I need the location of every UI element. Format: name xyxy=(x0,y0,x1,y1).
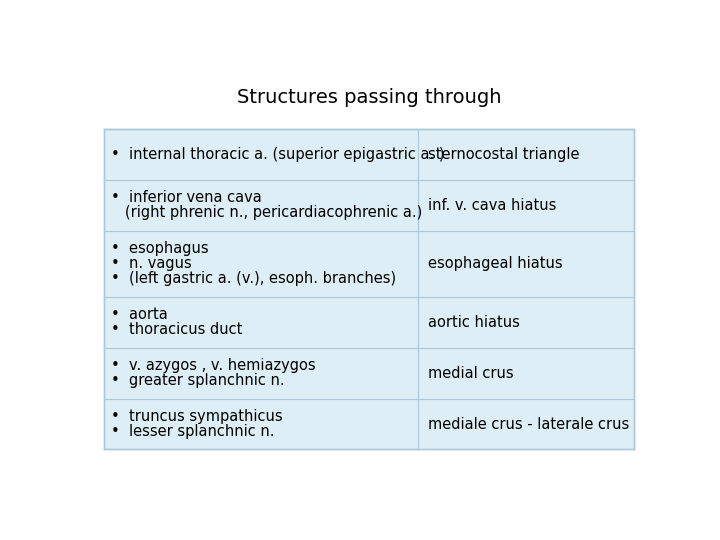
Text: medial crus: medial crus xyxy=(428,366,514,381)
Text: •  aorta: • aorta xyxy=(111,307,167,322)
Text: •  internal thoracic a. (superior epigastric a. ): • internal thoracic a. (superior epigast… xyxy=(111,147,444,162)
Text: •  (left gastric a. (v.), esoph. branches): • (left gastric a. (v.), esoph. branches… xyxy=(111,272,396,286)
Text: •  thoracicus duct: • thoracicus duct xyxy=(111,322,242,338)
Text: sternocostal triangle: sternocostal triangle xyxy=(428,147,580,162)
Text: Structures passing through: Structures passing through xyxy=(237,87,501,107)
Text: inf. v. cava hiatus: inf. v. cava hiatus xyxy=(428,198,557,213)
Text: •  esophagus: • esophagus xyxy=(111,241,208,256)
Text: •  truncus sympathicus: • truncus sympathicus xyxy=(111,409,282,424)
Text: •  lesser splanchnic n.: • lesser splanchnic n. xyxy=(111,424,274,439)
Text: esophageal hiatus: esophageal hiatus xyxy=(428,256,563,272)
Text: •  v. azygos , v. hemiazygos: • v. azygos , v. hemiazygos xyxy=(111,358,315,373)
Text: •  n. vagus: • n. vagus xyxy=(111,256,192,272)
Text: mediale crus - laterale crus: mediale crus - laterale crus xyxy=(428,416,629,431)
Text: aortic hiatus: aortic hiatus xyxy=(428,315,521,330)
Text: •  greater splanchnic n.: • greater splanchnic n. xyxy=(111,373,284,388)
Text: •  inferior vena cava: • inferior vena cava xyxy=(111,191,261,206)
Text: (right phrenic n., pericardiacophrenic a.): (right phrenic n., pericardiacophrenic a… xyxy=(111,205,422,220)
FancyBboxPatch shape xyxy=(104,129,634,449)
